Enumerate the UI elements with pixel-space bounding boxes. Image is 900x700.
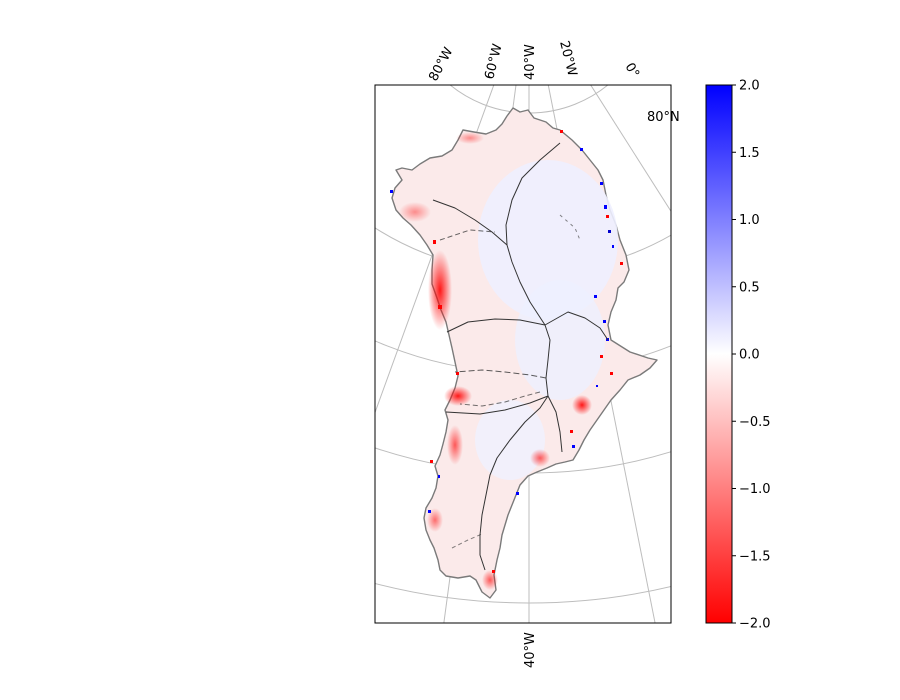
- interior-slight-positive: [478, 160, 618, 320]
- map-frame: [374, 84, 672, 624]
- jakobshavn-thinning: [444, 386, 472, 406]
- label-60w: 60°W: [482, 42, 505, 81]
- divide-line: [505, 142, 561, 326]
- east-margin-thinning: [530, 449, 550, 467]
- colorbar-ticks: 2.0 1.5 1.0 0.5 0.0 −0.5 −1.0 −1.5 −2.0: [732, 79, 771, 632]
- label-40w-top: 40°W: [523, 44, 538, 80]
- label-80w: 80°W: [426, 45, 456, 84]
- colorbar-gradient: [705, 84, 733, 624]
- colorbar: 2.0 1.5 1.0 0.5 0.0 −0.5 −1.0 −1.5 −2.0: [705, 79, 771, 632]
- south-tip-thinning: [482, 570, 498, 590]
- colorbar-tick-label: −0.5: [739, 415, 771, 430]
- label-80n: 80°N: [647, 110, 680, 125]
- divide-line: [544, 324, 563, 453]
- northwest-thinning: [399, 202, 431, 222]
- divide-line-minor: [454, 369, 547, 379]
- margin-speckles-red: [430, 130, 623, 573]
- drainage-divides: [432, 142, 609, 571]
- colorbar-tick-label: 1.0: [739, 213, 760, 228]
- divide-line: [446, 318, 546, 333]
- south-margin-thinning: [427, 508, 443, 532]
- divide-line: [479, 395, 549, 571]
- divide-line-minor: [559, 214, 581, 241]
- divide-line-minor: [439, 229, 496, 241]
- colorbar-tick-label: 0.5: [739, 280, 760, 295]
- west-margin-thinning: [428, 250, 452, 330]
- colorbar-tick-label: −2.0: [739, 617, 771, 632]
- divide-line: [544, 311, 609, 341]
- divide-line-minor: [451, 533, 483, 549]
- colorbar-tick-label: 1.5: [739, 146, 760, 161]
- colorbar-tick-label: −1.5: [739, 549, 771, 564]
- interior-slight-positive: [515, 280, 605, 400]
- meridian-0: [590, 85, 671, 213]
- colorbar-tick-label: −1.0: [739, 482, 771, 497]
- label-20w: 20°W: [556, 39, 579, 78]
- divide-line: [445, 395, 549, 415]
- label-40w-bottom: 40°W: [523, 632, 538, 668]
- west-margin-thinning: [447, 425, 463, 465]
- colorbar-tick-label: 2.0: [739, 79, 760, 94]
- divide-line: [432, 199, 508, 246]
- divide-line-minor: [459, 391, 541, 407]
- east-margin-thinning: [572, 395, 592, 415]
- north-thinning: [456, 132, 484, 144]
- label-0: 0°: [622, 61, 642, 81]
- colorbar-tick-label: 0.0: [739, 348, 760, 363]
